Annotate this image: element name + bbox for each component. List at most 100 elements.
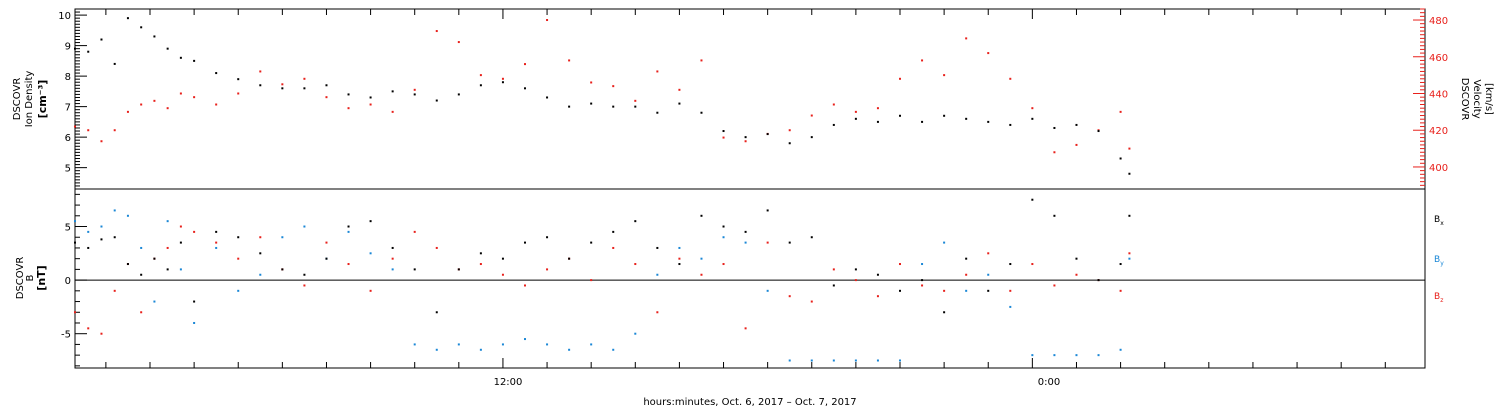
by-point [612,348,615,351]
bz-point [325,241,328,244]
bz-point [876,295,879,298]
bx-point [87,246,90,249]
density-point [457,93,460,96]
by-point [766,289,769,292]
bx-point [943,311,946,314]
by-point [568,348,571,351]
velocity-point [1031,107,1034,110]
by-point [546,343,549,346]
by-point [722,236,725,239]
by-point [1119,348,1122,351]
velocity-point [678,88,681,91]
velocity-point [87,129,90,132]
density-tick-label: 5 [65,164,71,175]
density-tick-label: 8 [65,72,71,83]
density-point [854,117,857,120]
velocity-point [524,63,526,66]
bz-point [74,311,76,314]
bx-point [722,225,725,228]
top-panel-axes: 5 6 7 8 9 10 400 420 440 460 480 [58,8,1448,190]
bz-point [987,252,990,255]
density-point [612,105,615,108]
bx-point [854,268,857,271]
velocity-point [1119,110,1122,113]
bz-point [899,263,901,266]
density-point [1053,126,1056,129]
bx-point [921,279,924,282]
density-point [501,81,504,84]
bx-point [678,263,681,266]
by-point [1128,257,1131,260]
bz-point [744,327,747,330]
by-point [965,289,968,292]
bz-point [193,230,196,233]
velocity-tick-label: 440 [1429,89,1448,100]
by-point [943,241,946,244]
bz-point [113,289,116,292]
density-point [524,87,526,90]
by-point [501,343,504,346]
b-tick-label: -5 [61,330,71,341]
bz-point [612,246,615,249]
velocity-point [788,129,791,132]
velocity-point [854,110,857,113]
time-axis [105,9,1386,368]
velocity-point [74,125,76,128]
velocity-point [281,83,284,86]
density-point [391,90,394,93]
bx-point [501,257,504,260]
density-point [810,136,813,139]
velocity-axis-title-line2: Velocity [1471,79,1482,118]
by-point [435,348,438,351]
bz-point [391,257,394,260]
density-point [766,133,769,136]
legend-bx-sub: x [1440,220,1444,227]
density-point [656,111,659,114]
bz-point [634,263,637,266]
bx-point [1031,198,1034,201]
velocity-point [965,37,968,40]
by-point [832,359,835,362]
bz-point [1119,289,1122,292]
bx-point [1097,279,1100,282]
bz-point [1031,263,1034,266]
bz-point [303,284,306,287]
bz-point [179,225,182,228]
density-point [832,123,835,126]
bx-point [1053,214,1056,217]
velocity-point [590,81,593,84]
velocity-point [722,136,725,139]
bx-point [766,209,769,212]
by-point [413,343,416,346]
velocity-axis-title-line3: [km/s] [1483,83,1494,115]
bz-point [766,241,769,244]
x-tick-label-0000: 0:00 [1038,377,1060,388]
bx-point [435,311,438,314]
velocity-point [1009,77,1012,80]
velocity-point [612,85,615,88]
bz-point [1075,273,1078,276]
x-tick-label-1200: 12:00 [494,377,523,388]
velocity-axis-title-line1: DSCOVR [1459,78,1470,121]
bz-point [810,300,813,303]
density-point [413,93,416,96]
by-point [303,225,306,228]
bx-point [325,257,328,260]
velocity-point [100,140,103,143]
bz-point [435,246,438,249]
velocity-point [237,92,240,95]
bx-point [126,263,129,266]
b-axis-title-line3: [nT] [35,265,48,290]
by-point [524,338,526,341]
by-point [899,359,901,362]
velocity-tick-label: 480 [1429,16,1448,27]
velocity-point [987,52,990,55]
bx-point [965,257,968,260]
density-point [325,84,328,87]
density-point [1031,117,1034,120]
velocity-point [810,114,813,117]
by-point [656,273,659,276]
bz-point [590,279,593,282]
density-point [722,130,725,133]
